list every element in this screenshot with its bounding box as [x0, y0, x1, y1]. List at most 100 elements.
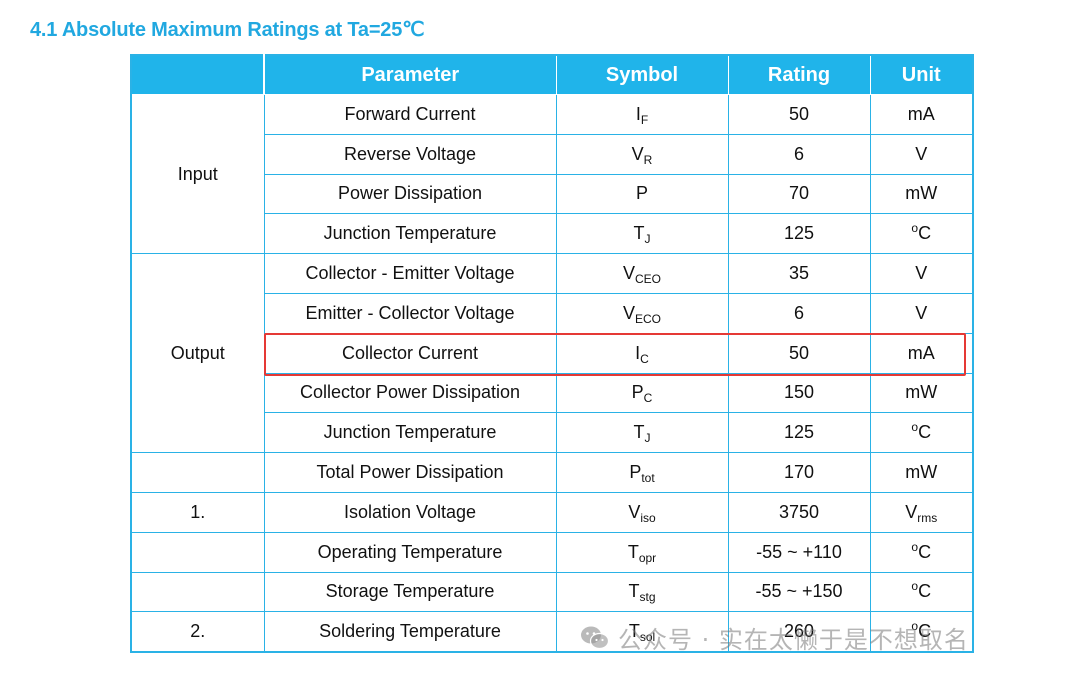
symbol-cell: Ptot [555, 452, 729, 493]
unit-superscript: o [911, 420, 919, 435]
parameter-cell: Total Power Dissipation [263, 452, 557, 493]
symbol-main: V [628, 501, 641, 522]
symbol-subscript: stg [639, 590, 656, 605]
parameter-cell: Storage Temperature [263, 571, 557, 613]
parameter-cell: Junction Temperature [263, 213, 557, 255]
parameter-cell: Emitter - Collector Voltage [263, 292, 557, 334]
parameter-cell: Reverse Voltage [263, 133, 557, 175]
symbol-cell: TJ [555, 213, 729, 255]
symbol-cell: Viso [555, 491, 729, 533]
header-unit: Unit [869, 54, 974, 95]
symbol-cell: PC [555, 372, 729, 414]
symbol-subscript: F [640, 112, 649, 127]
rating-cell: 3750 [727, 491, 871, 533]
unit-main: V [915, 263, 928, 284]
unit-main: V [915, 143, 928, 164]
unit-main: mW [905, 462, 938, 483]
rating-cell: 6 [727, 133, 871, 175]
symbol-subscript: tot [641, 471, 655, 486]
wechat-icon [581, 626, 610, 649]
group-empty [130, 452, 265, 493]
parameter-cell: Isolation Voltage [263, 491, 557, 533]
group-note-1: 1. [130, 491, 265, 533]
symbol-main: T [628, 621, 640, 642]
group-empty [130, 571, 265, 613]
unit-cell: mA [869, 94, 974, 135]
symbol-subscript: sol [639, 630, 656, 645]
symbol-main: P [631, 382, 644, 403]
table-row: Power Dissipation P 70 mW [131, 173, 974, 215]
unit-main: mA [907, 103, 935, 124]
unit-main: mA [907, 342, 935, 363]
table-row: Total Power Dissipation Ptot 170 mW [130, 452, 974, 493]
rating-cell: 170 [727, 452, 871, 493]
watermark-text: 公众号 · 实在太懒于是不想取名 [618, 626, 969, 654]
symbol-main: T [633, 223, 645, 244]
symbol-subscript: J [644, 232, 651, 247]
table-row: Junction Temperature TJ 125 oC [131, 412, 974, 454]
symbol-main: V [631, 143, 644, 164]
symbol-cell: IF [555, 94, 729, 135]
unit-cell: V [869, 133, 974, 175]
table-row: 2. Soldering Temperature Tsol 260 oC [130, 611, 974, 653]
watermark: 公众号 · 实在太懒于是不想取名 [580, 620, 969, 655]
rating-cell: 150 [727, 372, 871, 414]
rating-cell: 260 [727, 611, 871, 653]
parameter-cell: Collector Current [263, 332, 557, 374]
symbol-subscript: R [643, 152, 653, 167]
unit-main: V [915, 302, 928, 323]
header-group [130, 54, 265, 95]
unit-main: C [918, 581, 932, 602]
rating-cell: 70 [727, 173, 871, 215]
rating-cell: -55 ~ +110 [727, 531, 871, 573]
unit-main: C [918, 541, 932, 562]
table-row: Collector Current IC 50 mA [131, 332, 974, 374]
unit-superscript: o [911, 221, 919, 236]
symbol-main: I [635, 342, 641, 363]
section-title: 4.1 Absolute Maximum Ratings at Ta=25℃ [30, 19, 425, 41]
symbol-main: T [627, 541, 639, 562]
symbol-main: T [633, 422, 645, 443]
symbol-subscript: ECO [635, 311, 662, 326]
header-parameter: Parameter [263, 54, 557, 95]
rating-cell: 125 [727, 213, 871, 255]
symbol-subscript: J [644, 431, 651, 446]
rating-cell: 50 [727, 332, 871, 374]
table-row: Operating Temperature Topr -55 ~ +110 oC [130, 531, 974, 573]
table-row: Collector Power Dissipation PC 150 mW [131, 372, 974, 414]
symbol-cell: VCEO [555, 253, 729, 294]
unit-superscript: o [911, 579, 919, 594]
unit-cell: mW [869, 173, 974, 215]
table-header-row: Parameter Symbol Rating Unit [130, 54, 974, 95]
symbol-subscript: C [643, 391, 653, 406]
unit-cell: oC [869, 611, 974, 653]
table-row: 1. Isolation Voltage Viso 3750 Vrms [130, 491, 974, 533]
symbol-cell: Tstg [555, 571, 729, 613]
symbol-subscript: C [640, 351, 649, 366]
symbol-cell: VR [555, 133, 729, 175]
symbol-main: P [629, 462, 642, 483]
unit-superscript: o [911, 539, 919, 554]
table-row: Storage Temperature Tstg -55 ~ +150 oC [130, 571, 974, 613]
group-output: Output [130, 253, 265, 454]
group-empty [130, 531, 265, 573]
symbol-cell: Topr [555, 531, 729, 573]
symbol-cell: IC [555, 332, 729, 374]
unit-main: mW [905, 183, 938, 204]
table-row: Input Forward Current IF 50 mA [130, 93, 974, 255]
unit-superscript: o [911, 619, 919, 634]
symbol-cell: TJ [555, 412, 729, 454]
symbol-main: V [622, 302, 635, 323]
group-input: Input [130, 93, 265, 255]
symbol-main: T [628, 581, 640, 602]
rating-cell: 6 [727, 292, 871, 334]
symbol-main: V [622, 263, 635, 284]
rating-cell: -55 ~ +150 [727, 571, 871, 613]
group-note-2: 2. [130, 611, 265, 653]
parameter-cell: Junction Temperature [263, 412, 557, 454]
symbol-subscript: iso [640, 510, 656, 525]
parameter-cell: Power Dissipation [263, 173, 557, 215]
unit-main: C [918, 223, 932, 244]
rating-cell: 35 [727, 253, 871, 294]
rating-cell: 50 [727, 94, 871, 135]
